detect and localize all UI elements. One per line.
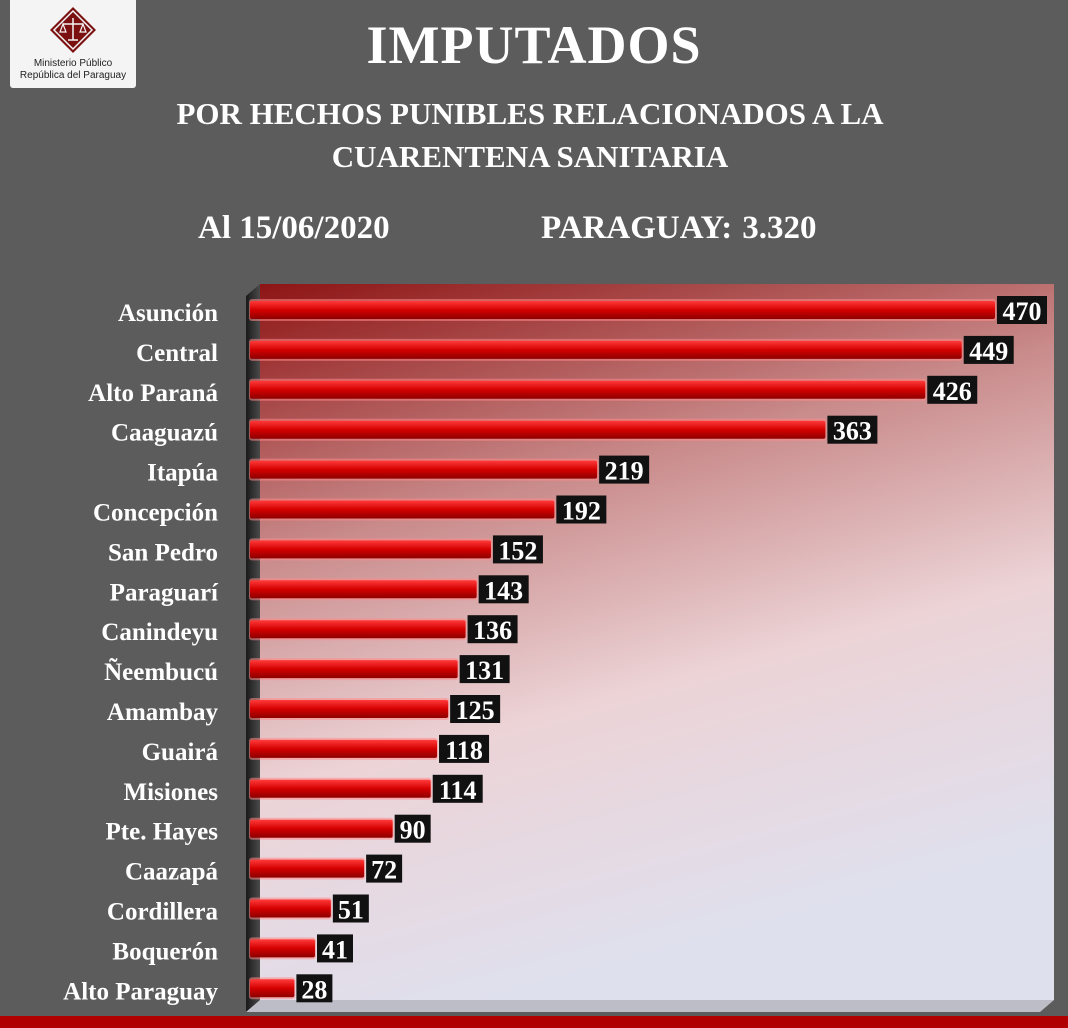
value-label: 41 <box>322 935 348 964</box>
value-label: 426 <box>933 377 972 406</box>
bar <box>250 580 477 599</box>
value-label-box <box>459 655 510 684</box>
value-label-box <box>467 615 518 644</box>
category-label: Misiones <box>124 779 219 806</box>
value-label: 143 <box>484 576 523 605</box>
category-label: Asunción <box>118 300 218 327</box>
bar <box>250 540 491 559</box>
category-label: Cordillera <box>107 899 219 926</box>
category-label: Paraguarí <box>110 579 219 606</box>
value-label: 449 <box>969 337 1008 366</box>
bar <box>250 739 438 758</box>
logo-line-2: República del Paraguay <box>19 70 127 81</box>
bar <box>250 340 962 359</box>
value-label: 363 <box>833 417 872 446</box>
value-label: 28 <box>301 975 327 1004</box>
total-label: PARAGUAY: <box>541 210 733 246</box>
page-subtitle: POR HECHOS PUNIBLES RELACIONADOS A LA CU… <box>176 96 884 174</box>
value-label-box <box>366 854 403 883</box>
value-label: 51 <box>338 896 364 925</box>
category-label: Caaguazú <box>111 420 218 447</box>
value-label: 136 <box>473 616 512 645</box>
bar <box>250 460 598 479</box>
value-label: 90 <box>400 816 426 845</box>
bar <box>250 500 555 519</box>
bar <box>250 660 458 679</box>
bar <box>250 899 331 918</box>
bars-group: Asunción 470 Central 449 Alto Paraná 426 Caagu… <box>63 296 1047 1005</box>
category-label: Central <box>136 340 218 367</box>
value-label-box <box>332 894 369 923</box>
bar <box>250 939 315 958</box>
category-label: Boquerón <box>112 938 218 965</box>
value-label: 152 <box>498 536 537 565</box>
value-label-box <box>450 695 501 723</box>
category-label: Guairá <box>142 739 219 766</box>
value-label: 118 <box>445 736 483 765</box>
value-label-box <box>316 934 353 963</box>
category-label: Alto Paraguay <box>63 978 218 1005</box>
chart-floor <box>246 1000 1054 1012</box>
value-label-box <box>963 335 1014 364</box>
value-label-box <box>997 296 1047 324</box>
value-label-box <box>439 734 490 763</box>
total-count: PARAGUAY: 3.320 <box>541 210 817 247</box>
value-label-box <box>432 774 483 803</box>
report-date: Al 15/06/2020 <box>198 210 390 246</box>
value-label-box <box>556 495 607 524</box>
logo-ministerio-publico: Ministerio Público República del Paragua… <box>10 0 136 88</box>
value-label: 192 <box>562 497 601 526</box>
category-label: Itapúa <box>147 460 218 487</box>
bar <box>250 420 826 439</box>
value-label-box <box>827 415 878 444</box>
bar <box>250 979 295 998</box>
scales-of-justice-icon <box>50 7 96 53</box>
value-label: 114 <box>439 776 477 805</box>
category-label: Caazapá <box>125 859 219 886</box>
value-label-box <box>478 575 529 604</box>
bar <box>250 819 393 838</box>
value-label-box <box>599 455 650 484</box>
total-value: 3.320 <box>742 210 817 246</box>
category-label: Ñeembucú <box>104 658 218 686</box>
category-label: Canindeyu <box>101 619 218 646</box>
category-label: Alto Paraná <box>88 380 218 407</box>
value-label-box <box>394 814 431 843</box>
value-label-box <box>927 375 978 404</box>
bar <box>250 859 365 878</box>
bar <box>250 380 926 399</box>
value-label: 219 <box>605 457 644 486</box>
value-label: 72 <box>371 856 397 885</box>
category-label: San Pedro <box>108 539 218 566</box>
bar <box>250 620 466 639</box>
value-label-box <box>492 535 543 564</box>
logo-line-1: Ministerio Público <box>33 58 113 69</box>
bar <box>250 301 995 319</box>
category-label: Concepción <box>93 500 218 527</box>
bar <box>250 779 431 798</box>
value-label-box <box>296 974 333 1003</box>
bar <box>250 700 449 718</box>
bottom-accent-bar <box>0 1016 1068 1028</box>
value-label: 125 <box>456 696 495 725</box>
value-label: 131 <box>465 656 504 685</box>
category-label: Amambay <box>107 699 219 726</box>
category-label: Pte. Hayes <box>106 819 219 846</box>
page-title: IMPUTADOS <box>366 15 702 75</box>
value-label: 470 <box>1003 297 1042 326</box>
